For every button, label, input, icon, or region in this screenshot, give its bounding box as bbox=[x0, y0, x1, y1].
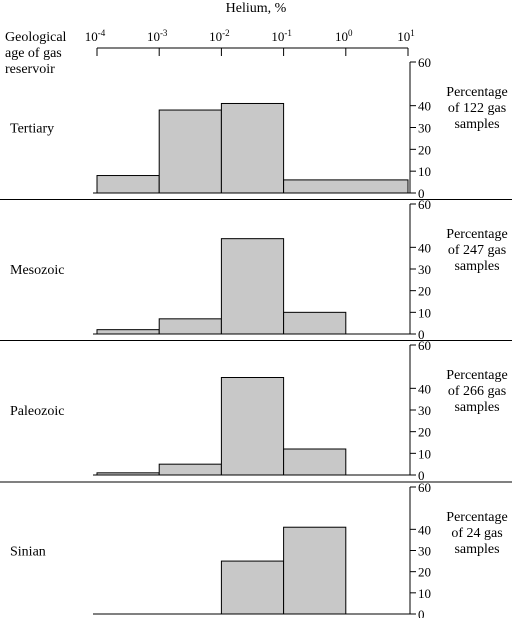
x-tick-label: 10-4 bbox=[85, 28, 106, 44]
histogram-bar bbox=[283, 179, 409, 194]
histogram-bar bbox=[96, 175, 160, 194]
histogram-bar bbox=[283, 311, 347, 335]
y-tick-label: 10 bbox=[418, 446, 431, 461]
y-axis-label: Percentage of 247 gas samples bbox=[446, 227, 507, 274]
histogram-bar bbox=[220, 238, 285, 335]
row-header-line: Geological bbox=[5, 30, 67, 45]
histogram-bar bbox=[96, 329, 160, 335]
chart-title: Helium, % bbox=[225, 1, 287, 16]
x-tick-label: 101 bbox=[397, 28, 415, 44]
histogram-bar bbox=[283, 448, 347, 476]
y-tick-label: 20 bbox=[418, 284, 431, 299]
histogram-bar bbox=[283, 526, 347, 615]
panel-label: Paleozoic bbox=[10, 404, 64, 419]
y-tick-label: 60 bbox=[418, 480, 431, 495]
histogram-bar bbox=[220, 377, 285, 476]
y-tick-label: 40 bbox=[418, 99, 431, 114]
x-tick-label: 10-3 bbox=[147, 28, 168, 44]
x-tick-label: 10-2 bbox=[209, 28, 230, 44]
y-axis-label: Percentage of 122 gas samples bbox=[446, 85, 507, 132]
y-tick-label: 0 bbox=[418, 468, 425, 483]
y-axis-label: Percentage of 266 gas samples bbox=[446, 368, 507, 415]
y-tick-label: 40 bbox=[418, 240, 431, 255]
row-header: Geological age of gas reservoir bbox=[5, 30, 66, 78]
row-header-line: reservoir bbox=[5, 62, 55, 77]
histogram-bar bbox=[158, 318, 222, 335]
y-tick-label: 0 bbox=[418, 607, 425, 618]
x-tick-label: 100 bbox=[335, 28, 353, 44]
y-tick-label: 30 bbox=[418, 544, 431, 559]
y-tick-label: 30 bbox=[418, 403, 431, 418]
y-tick-label: 0 bbox=[418, 327, 425, 342]
y-tick-label: 20 bbox=[418, 425, 431, 440]
y-tick-label: 0 bbox=[418, 186, 425, 201]
panel-label: Mesozoic bbox=[10, 263, 64, 278]
row-header-line: age of gas bbox=[5, 46, 62, 61]
histogram-bar bbox=[158, 109, 222, 194]
y-axis-label: Percentage of 24 gas samples bbox=[446, 510, 507, 557]
y-tick-label: 10 bbox=[418, 586, 431, 601]
y-tick-label: 40 bbox=[418, 522, 431, 537]
x-tick-label: 10-1 bbox=[271, 28, 292, 44]
y-tick-label: 60 bbox=[418, 55, 431, 70]
y-tick-label: 10 bbox=[418, 305, 431, 320]
y-tick-label: 20 bbox=[418, 142, 431, 157]
y-tick-label: 10 bbox=[418, 164, 431, 179]
y-tick-label: 60 bbox=[418, 197, 431, 212]
y-tick-label: 30 bbox=[418, 121, 431, 136]
y-tick-label: 20 bbox=[418, 565, 431, 580]
y-tick-label: 30 bbox=[418, 262, 431, 277]
histogram-bar bbox=[220, 560, 285, 615]
histogram-bar bbox=[220, 102, 285, 194]
panel-label: Tertiary bbox=[10, 122, 54, 137]
y-tick-label: 60 bbox=[418, 338, 431, 353]
panel-label: Sinian bbox=[10, 545, 46, 560]
y-tick-label: 40 bbox=[418, 381, 431, 396]
histogram-bar bbox=[158, 463, 222, 476]
